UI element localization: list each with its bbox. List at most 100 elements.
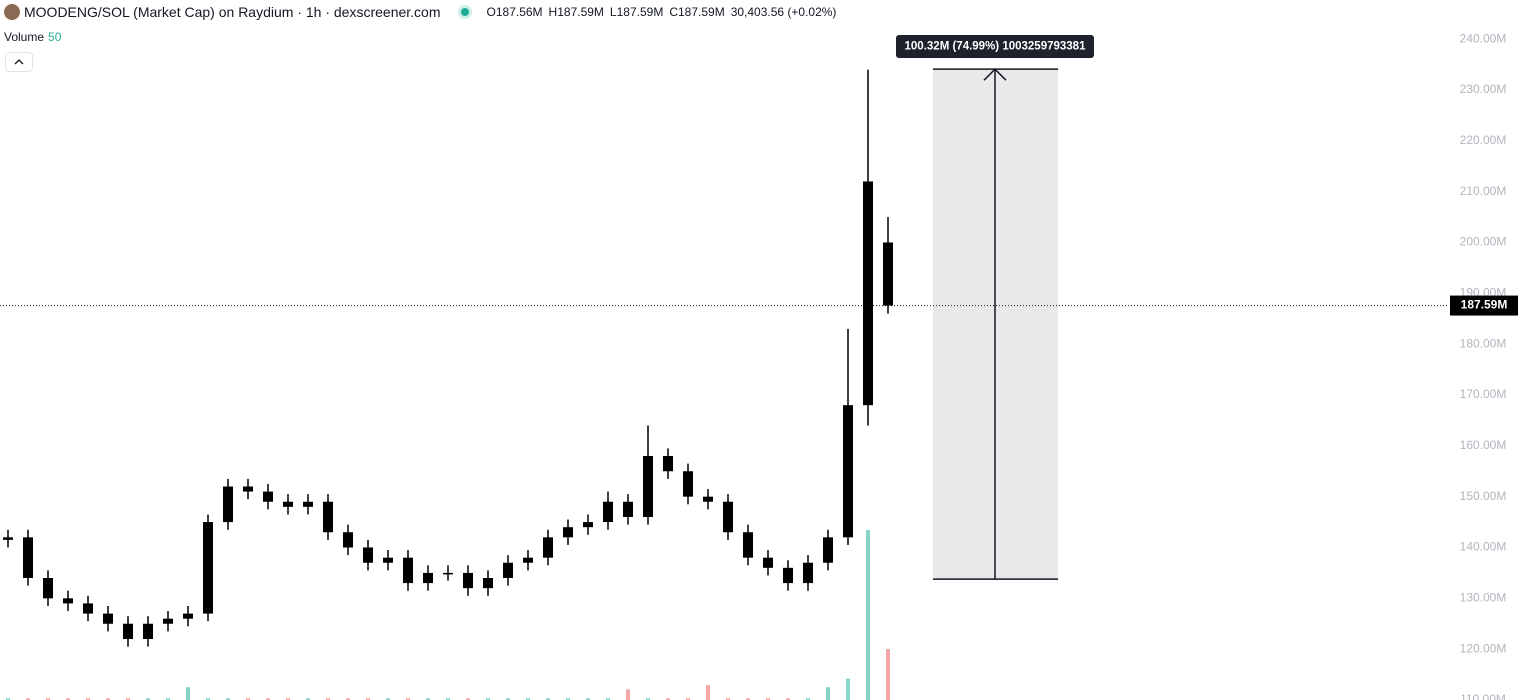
- candle-body: [283, 501, 293, 507]
- volume-bar: [746, 698, 750, 700]
- candle-body: [843, 405, 853, 538]
- y-tick-label: 150.00M: [1460, 489, 1507, 503]
- volume-bar: [666, 698, 670, 700]
- candle-body: [563, 527, 573, 538]
- volume-bar: [226, 698, 230, 700]
- volume-bar: [726, 698, 730, 700]
- candle-body: [443, 572, 453, 575]
- y-tick-label: 110.00M: [1460, 692, 1506, 700]
- volume-bar: [366, 698, 370, 700]
- measure-label: 100.32M (74.99%) 1003259793381: [905, 41, 1087, 53]
- volume-bar: [446, 698, 450, 700]
- y-tick-label: 160.00M: [1460, 438, 1507, 452]
- header: MOODENG/SOL (Market Cap) on Raydium · 1h…: [4, 4, 842, 20]
- ohlc-close: C187.59M: [669, 5, 724, 19]
- ohlc-key: H: [548, 5, 558, 19]
- y-tick-label: 180.00M: [1460, 336, 1507, 350]
- volume-bar: [306, 698, 310, 700]
- candle-body: [203, 522, 213, 614]
- volume-bar: [566, 698, 570, 700]
- candle-body: [223, 486, 233, 523]
- volume-bar: [386, 698, 390, 700]
- y-tick-label: 230.00M: [1460, 82, 1507, 96]
- volume-bar: [286, 698, 290, 700]
- status-dot: [460, 8, 469, 16]
- candle-body: [683, 471, 693, 497]
- ohlc-low: L187.59M: [610, 5, 663, 19]
- ohlc-value: 187.59M: [616, 5, 664, 19]
- volume-bar: [766, 698, 770, 700]
- volume-bar: [786, 698, 790, 700]
- y-tick-label: 240.00M: [1460, 31, 1507, 45]
- y-tick-label: 140.00M: [1460, 540, 1507, 554]
- ohlc-key: L: [609, 5, 617, 19]
- volume-bar: [646, 698, 650, 700]
- measure-label-box: [896, 35, 1094, 58]
- candle-body: [783, 567, 793, 584]
- candle-body: [863, 181, 873, 406]
- candle-body: [543, 537, 553, 558]
- candle-body: [743, 532, 753, 558]
- ohlc-value: 187.59M: [677, 5, 725, 19]
- volume-bar: [866, 530, 870, 700]
- volume-bar: [606, 698, 610, 700]
- volume-bar: [186, 687, 190, 700]
- volume-bar: [546, 698, 550, 700]
- volume-bar: [86, 698, 90, 700]
- ohlc-key: C: [669, 5, 678, 19]
- candle-body: [623, 501, 633, 517]
- candle-body: [363, 547, 373, 563]
- candle-body: [523, 557, 533, 563]
- token-icon: [4, 4, 20, 20]
- volume-bar: [346, 698, 350, 700]
- candle-body: [23, 537, 33, 578]
- volume-bar: [46, 698, 50, 700]
- ohlc-open: O187.56M: [487, 5, 543, 19]
- y-tick-label: 200.00M: [1460, 235, 1507, 249]
- candle-body: [883, 242, 893, 306]
- volume-bar: [206, 698, 210, 700]
- volume-bar: [166, 698, 170, 700]
- y-tick-label: 120.00M: [1460, 641, 1507, 655]
- price-label-box: [1450, 295, 1518, 316]
- volume-bar: [586, 698, 590, 700]
- change: 30,403.56 (+0.02%): [730, 5, 837, 19]
- candle-body: [43, 577, 53, 599]
- price-label: 187.59M: [1461, 298, 1508, 312]
- chart-title: MOODENG/SOL (Market Cap) on Raydium · 1h…: [24, 4, 441, 20]
- volume-bar: [66, 698, 70, 700]
- candle-body: [103, 613, 113, 624]
- volume-bar: [706, 685, 710, 700]
- candle-body: [323, 501, 333, 533]
- candle-body: [823, 537, 833, 563]
- candle-body: [583, 522, 593, 528]
- volume-bar: [426, 698, 430, 700]
- y-tick-label: 210.00M: [1460, 184, 1507, 198]
- volume-bar: [886, 649, 890, 700]
- candle-body: [663, 455, 673, 472]
- collapse-button[interactable]: [5, 52, 33, 72]
- volume-bar: [826, 687, 830, 700]
- volume-bar: [626, 689, 630, 700]
- candle-body: [63, 598, 73, 604]
- candle-body: [343, 532, 353, 548]
- volume-bar: [486, 698, 490, 700]
- candle-body: [83, 603, 93, 614]
- volume-bar: [6, 698, 10, 700]
- ohlc-value: 187.56M: [495, 5, 543, 19]
- volume-bar: [266, 698, 270, 700]
- candle-body: [123, 623, 133, 639]
- volume-bar: [146, 698, 150, 700]
- volume-length: 50: [48, 30, 62, 44]
- candle-body: [3, 537, 13, 540]
- volume-bar: [326, 698, 330, 700]
- volume-bar: [106, 698, 110, 700]
- caret: [14, 59, 24, 65]
- ohlc-high: H187.59M: [549, 5, 604, 19]
- ohlc-value: 187.59M: [557, 5, 604, 19]
- volume-bar: [506, 698, 510, 700]
- candle-body: [243, 486, 253, 492]
- candle-body: [383, 557, 393, 563]
